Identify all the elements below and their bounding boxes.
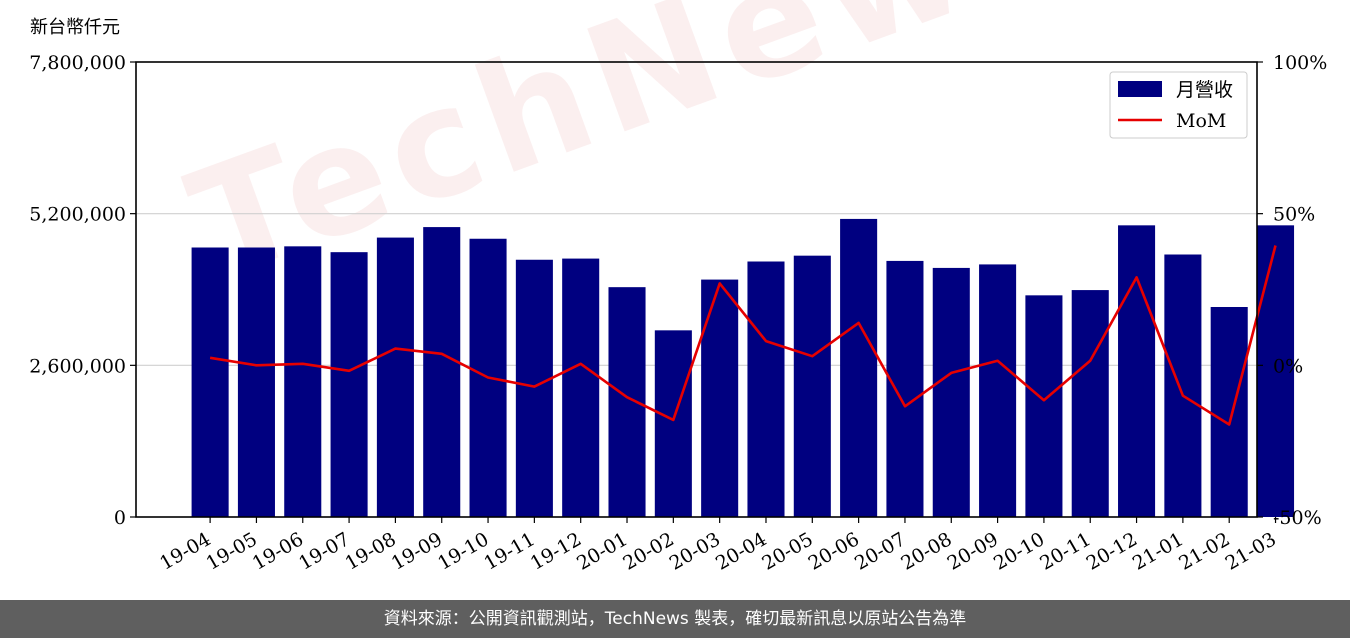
y-unit-label: 新台幣仟元 [30, 17, 120, 38]
bar [423, 227, 461, 518]
x-tick-label: 20-10 [990, 528, 1048, 574]
x-tick-label: 19-04 [156, 528, 214, 574]
y-left-tick-label: 7,800,000 [29, 52, 126, 74]
bar [284, 246, 322, 518]
legend-swatch-bar [1118, 81, 1162, 97]
bar [1257, 225, 1295, 518]
bar [1025, 295, 1063, 517]
x-tick-label: 21-01 [1129, 528, 1187, 574]
x-tick-label: 20-06 [805, 528, 863, 574]
mom-line [209, 245, 1277, 426]
bar [330, 252, 368, 517]
y-right-tick-label: 0% [1273, 355, 1303, 377]
bar [1164, 254, 1202, 517]
bar [747, 261, 785, 517]
x-tick-label: 20-11 [1036, 528, 1094, 574]
y-left-tick-label: 0 [114, 507, 126, 529]
bar [562, 258, 600, 517]
x-tick-label: 21-02 [1175, 528, 1233, 574]
x-tick-label: 20-01 [573, 528, 631, 574]
y-left-tick-label: 2,600,000 [29, 355, 126, 377]
x-tick-label: 19-12 [527, 528, 585, 574]
bar [840, 218, 878, 517]
x-tick-label: 19-08 [341, 528, 399, 574]
revenue-chart: 0 2,600,000 5,200,000 7,800,000 -50% 0% 50% 100… [29, 17, 1327, 575]
x-tick-label: 20-04 [712, 528, 770, 574]
x-tick-label: 19-07 [295, 528, 353, 574]
bar [886, 260, 924, 517]
bar [1210, 307, 1248, 517]
x-tick-label: 19-05 [202, 528, 260, 574]
legend-label-bar: 月營收 [1176, 79, 1233, 101]
bar [654, 330, 692, 517]
bar [1071, 290, 1109, 517]
bar [793, 255, 831, 517]
x-tick-label: 20-03 [666, 528, 724, 574]
x-tick-label: 20-12 [1083, 528, 1141, 574]
plot-frame [135, 61, 1258, 518]
source-footer: 資料來源：公開資訊觀測站，TechNews 製表，確切最新訊息以原站公告為準 [0, 600, 1350, 638]
bar [701, 279, 739, 517]
x-tick-label: 19-06 [249, 528, 307, 574]
y-right-tick-label: 100% [1273, 52, 1327, 74]
bar [1118, 225, 1156, 518]
x-tick-label: 20-07 [851, 528, 909, 574]
bar [376, 237, 414, 518]
x-tick-label: 20-09 [944, 528, 1002, 574]
x-tick-label: 19-09 [388, 528, 446, 574]
bar [932, 267, 970, 517]
bar [237, 247, 275, 517]
x-tick-label: 21-03 [1222, 528, 1280, 574]
bar [608, 287, 646, 517]
y-right-tick-label: -50% [1273, 507, 1322, 529]
x-tick-label: 19-11 [480, 528, 538, 574]
x-tick-label: 19-10 [434, 528, 492, 574]
bar [515, 259, 553, 517]
bar [979, 264, 1017, 517]
y-right-tick-label: 50% [1273, 204, 1315, 226]
x-tick-label: 20-05 [758, 528, 816, 574]
legend-label-line: MoM [1176, 110, 1226, 132]
x-tick-label: 20-08 [897, 528, 955, 574]
x-tick-label: 20-02 [619, 528, 677, 574]
y-left-tick-label: 5,200,000 [29, 204, 126, 226]
bar [191, 247, 229, 517]
